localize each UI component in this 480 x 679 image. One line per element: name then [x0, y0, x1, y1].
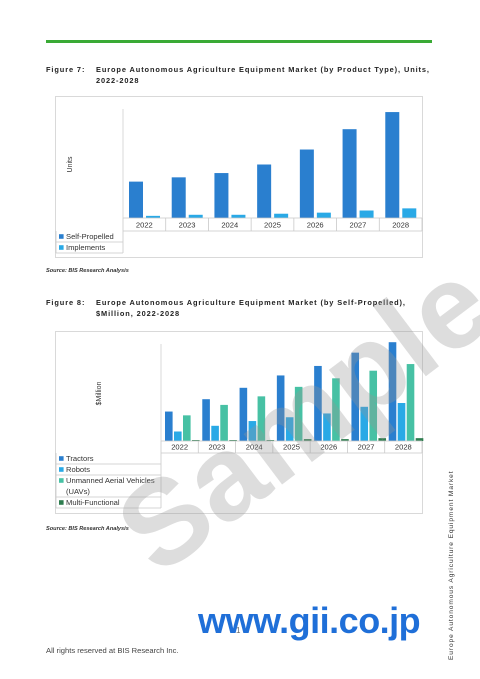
chart-1-bar-self-propelled-2026 [299, 149, 314, 218]
chart-1: Units 2022 2023 2024 2025 2026 2027 2028 Self-Pr… [55, 109, 423, 254]
chart-1-bar-implements-2026 [316, 212, 331, 218]
chart-2-category-label-2022: 2022 [171, 443, 188, 452]
chart-2-bar-tractors-2028 [388, 342, 397, 441]
chart-2-bar-tractors-2027 [351, 352, 360, 441]
chart-1-category-label-2024: 2024 [221, 220, 238, 229]
chart-2-bar-multi-functional-2024 [266, 440, 275, 441]
chart-2-legend-swatch-tractors [59, 456, 64, 461]
chart-2-bar-tractors-2024 [239, 387, 248, 441]
chart-2: $Million 2022 2023 2024 2025 2026 2027 2028 Trac… [55, 342, 424, 509]
figure-7-title: Europe Autonomous Agriculture Equipment … [96, 65, 430, 85]
chart-2-bar-robots-2022 [174, 431, 182, 441]
chart-2-y-axis-label: $Million [96, 382, 103, 406]
chart-1-frame: Units 2022 2023 2024 2025 2026 2027 2028 Self-Pr… [55, 96, 423, 258]
chart-2-category-label-2023: 2023 [208, 443, 225, 452]
chart-2-bar-multi-functional-2025 [303, 439, 312, 441]
top-rule [46, 40, 432, 43]
chart-1-bar-self-propelled-2028 [385, 112, 400, 218]
chart-2-legend-label-robots: Robots [66, 465, 90, 474]
side-running-title: Europe Autonomous Agriculture Equipment … [448, 470, 455, 660]
chart-1-category-label-2025: 2025 [264, 220, 281, 229]
chart-2-legend-swatch-robots [59, 467, 64, 472]
chart-2-legend-swatch-multi-functional [59, 500, 64, 505]
chart-2-bar-robots-2024 [248, 421, 257, 441]
chart-1-legend-label-self-propelled: Self-Propelled [66, 232, 114, 241]
chart-1-bar-self-propelled-2027 [342, 129, 357, 218]
figure-8-title: Europe Autonomous Agriculture Equipment … [96, 298, 406, 318]
chart-2-bar-robots-2025 [285, 417, 294, 441]
page-number: 1 [236, 626, 241, 635]
chart-2-frame: $Million 2022 2023 2024 2025 2026 2027 2028 Trac… [55, 331, 424, 514]
chart-1-bar-implements-2023 [188, 214, 203, 218]
chart-2-bar-robots-2027 [360, 406, 369, 441]
chart-2-bar-robots-2023 [211, 425, 219, 441]
footer-copyright: All rights reserved at BIS Research Inc. [46, 646, 179, 655]
chart-1-bar-implements-2025 [274, 213, 289, 218]
chart-2-bar-unmanned-aerial-vehicles-uavs--2026 [332, 378, 340, 441]
chart-1-category-label-2023: 2023 [179, 220, 196, 229]
chart-2-legend-label-multi-functional: Multi-Functional [66, 498, 120, 507]
chart-2-bar-tractors-2023 [202, 399, 210, 441]
chart-2-legend-label-unmanned-aerial-vehicles-uavs-: Unmanned Aerial Vehicles (UAVs) [66, 476, 155, 496]
chart-1-category-label-2027: 2027 [349, 220, 366, 229]
chart-1-category-label-2022: 2022 [136, 220, 153, 229]
chart-1-legend-label-implements: Implements [66, 243, 105, 252]
chart-1-category-label-2028: 2028 [392, 220, 409, 229]
chart-2-bar-tractors-2025 [276, 375, 285, 441]
chart-1-legend-swatch-self-propelled [59, 234, 64, 239]
chart-1-bar-self-propelled-2024 [214, 173, 229, 218]
chart-1-bar-self-propelled-2023 [171, 177, 186, 218]
chart-1-legend-swatch-implements [59, 245, 64, 250]
chart-1-y-axis-label: Units [67, 156, 74, 172]
figure-8-number: Figure 8: [46, 298, 86, 307]
chart-2-category-label-2028: 2028 [395, 443, 412, 452]
chart-2-bar-robots-2026 [323, 413, 331, 441]
chart-2-bar-unmanned-aerial-vehicles-uavs--2022 [183, 415, 191, 441]
chart-2-bar-multi-functional-2022 [192, 440, 200, 441]
chart-2-bar-unmanned-aerial-vehicles-uavs--2028 [406, 364, 415, 441]
chart-2-category-label-2027: 2027 [358, 443, 375, 452]
figure-7-number: Figure 7: [46, 65, 86, 74]
chart-2-bar-multi-functional-2026 [341, 439, 349, 441]
chart-2-bar-unmanned-aerial-vehicles-uavs--2024 [257, 396, 266, 441]
chart-2-bar-multi-functional-2028 [415, 438, 424, 441]
chart-1-bar-implements-2022 [146, 215, 160, 218]
chart-2-category-label-2025: 2025 [283, 443, 300, 452]
chart-2-bar-tractors-2022 [165, 411, 173, 441]
chart-1-bar-implements-2024 [231, 214, 246, 218]
chart-1-category-label-2026: 2026 [307, 220, 324, 229]
figure-7-source: Source: BIS Research Analysis [46, 268, 129, 274]
chart-2-legend-label-tractors: Tractors [66, 454, 94, 463]
gii-url-watermark[interactable]: www.gii.co.jp [198, 600, 421, 641]
chart-2-bar-unmanned-aerial-vehicles-uavs--2027 [369, 370, 378, 441]
chart-2-bar-multi-functional-2027 [378, 438, 387, 441]
chart-1-bar-implements-2028 [402, 208, 417, 218]
chart-2-bar-tractors-2026 [314, 365, 322, 441]
figure-8-source: Source: BIS Research Analysis [46, 526, 129, 532]
chart-2-bar-multi-functional-2023 [229, 440, 237, 441]
chart-2-bar-unmanned-aerial-vehicles-uavs--2023 [220, 404, 228, 441]
chart-1-bar-implements-2027 [359, 210, 374, 218]
chart-2-legend-swatch-unmanned-aerial-vehicles-uavs- [59, 478, 64, 483]
chart-1-bar-self-propelled-2025 [257, 164, 272, 218]
chart-2-bar-unmanned-aerial-vehicles-uavs--2025 [294, 386, 303, 441]
chart-2-category-label-2024: 2024 [246, 443, 263, 452]
chart-2-bar-robots-2028 [397, 403, 406, 441]
chart-1-bar-self-propelled-2022 [129, 181, 143, 218]
chart-2-category-label-2026: 2026 [320, 443, 337, 452]
